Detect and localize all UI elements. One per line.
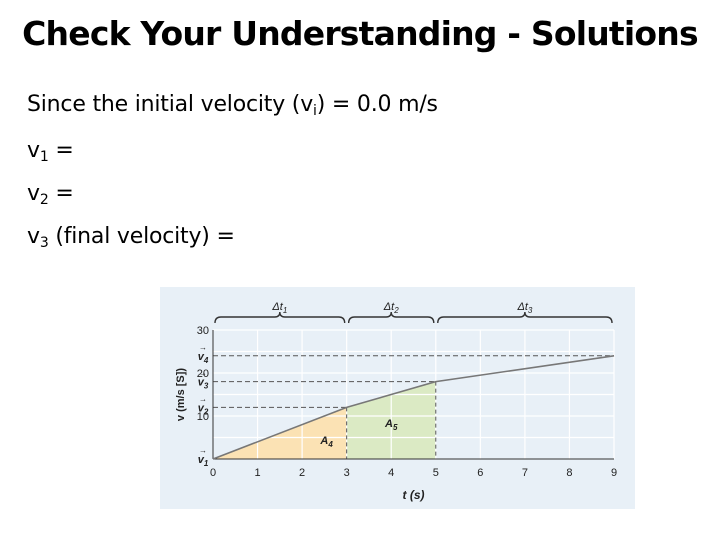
interval-label: Δt3: [516, 301, 532, 315]
v2-line: v2 =: [27, 181, 74, 208]
marker-arrow-v4: →: [199, 343, 207, 352]
x-tick-label: 6: [477, 467, 483, 479]
line-subscript: 1: [39, 149, 49, 165]
x-tick-label: 0: [210, 467, 216, 479]
marker-label-v4: v4: [198, 351, 209, 365]
initial-velocity-line: Since the initial velocity (vi) = 0.0 m/…: [27, 92, 438, 119]
x-tick-label: 5: [433, 467, 439, 479]
y-tick-label: 30: [197, 325, 209, 337]
line-suffix: ) = 0.0 m/s: [316, 92, 438, 117]
line-subscript: 3: [39, 235, 49, 251]
interval-label: Δt1: [271, 301, 287, 315]
line-prefix: v: [27, 138, 40, 163]
marker-arrow-v3: →: [199, 369, 207, 378]
line-suffix: =: [48, 181, 74, 206]
x-tick-label: 4: [388, 467, 394, 479]
v3-line: v3 (final velocity) =: [27, 224, 235, 251]
x-tick-label: 8: [566, 467, 572, 479]
v1-line: v1 =: [27, 138, 74, 165]
line-suffix: (final velocity) =: [48, 224, 235, 249]
x-tick-label: 1: [254, 467, 260, 479]
line-prefix: Since the initial velocity (v: [27, 92, 314, 117]
interval-brace: [437, 311, 613, 324]
y-tick-label: 10: [197, 411, 209, 423]
x-axis-label: t (s): [403, 488, 425, 502]
marker-label-v2: v2: [198, 402, 209, 416]
x-tick-label: 7: [522, 467, 528, 479]
velocity-line: [212, 355, 615, 460]
velocity-time-graph: 0 1 2 3 4 5 6 7 8 9 10 20 30 t (s) v (m/s [S]) v1 → v2 → v3…: [160, 287, 635, 509]
line-subscript: 2: [39, 192, 49, 208]
marker-label-v1: v1: [198, 454, 209, 468]
marker-arrow-v2: →: [199, 394, 207, 403]
y-tick-label: 20: [197, 368, 209, 380]
marker-arrow-v1: →: [199, 446, 207, 455]
slide-title: Check Your Understanding - Solutions: [22, 14, 699, 53]
interval-brace: [347, 311, 435, 324]
marker-label-v3: v3: [198, 377, 209, 391]
line-prefix: v: [27, 224, 40, 249]
interval-label: Δt2: [383, 301, 399, 315]
y-axis-label: v (m/s [S]): [175, 368, 187, 422]
x-tick-label: 9: [611, 467, 617, 479]
line-suffix: =: [48, 138, 74, 163]
area-label-a5: A5: [384, 418, 398, 432]
interval-brace: [214, 311, 346, 324]
x-tick-label: 2: [299, 467, 305, 479]
line-subscript: i: [313, 103, 317, 119]
x-tick-label: 3: [344, 467, 350, 479]
area-label-a4: A4: [319, 435, 333, 449]
line-prefix: v: [27, 181, 40, 206]
